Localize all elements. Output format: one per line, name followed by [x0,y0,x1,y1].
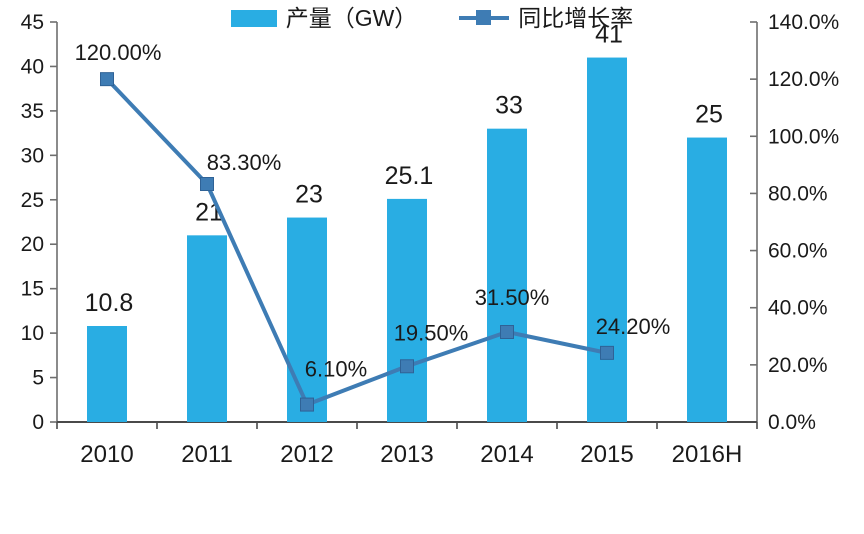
bar-2012 [287,217,327,422]
right-axis-tick-label: 20.0% [768,354,828,377]
left-axis-tick-label: 5 [32,367,44,390]
left-axis-tick-label: 40 [21,55,44,78]
bar-2013 [387,198,427,422]
x-axis-category-label: 2016H [672,441,743,468]
right-axis-tick-label: 80.0% [768,182,828,205]
right-axis-tick-label: 60.0% [768,240,828,263]
left-axis-tick-label: 20 [21,233,44,256]
bar-value-label: 25.1 [385,162,434,190]
legend: 产量（GW） 同比增长率 [0,0,864,36]
left-axis-tick-label: 10 [21,322,44,345]
right-axis-tick-label: 0.0% [768,411,816,434]
line-value-label: 31.50% [475,285,550,310]
right-axis-tick-label: 140.0% [768,11,839,34]
line-marker-2012 [300,397,314,412]
legend-item-production: 产量（GW） [230,4,418,31]
line-value-label: 19.50% [394,320,469,345]
bar-value-label: 41 [595,21,623,49]
left-axis-tick-label: 15 [21,278,44,301]
bar-value-label: 10.8 [85,289,134,317]
legend-item-growth-rate: 同比增长率 [459,4,634,31]
bar-value-label: 33 [495,92,523,120]
x-axis-category-label: 2012 [280,441,333,468]
bar-2016H [687,137,727,423]
x-axis-category-label: 2011 [181,441,233,468]
bar-swatch-icon [230,9,277,27]
line-value-label: 83.30% [207,150,282,175]
left-axis-tick-label: 0 [32,411,44,434]
right-axis-tick-label: 120.0% [768,68,839,91]
x-axis-category-label: 2013 [380,441,433,468]
bar-2010 [87,326,127,422]
left-axis-tick-label: 35 [21,100,44,123]
bar-2014 [487,128,527,422]
legend-label-production: 产量（GW） [285,4,418,31]
left-axis-tick-label: 45 [21,11,44,34]
line-marker-2013 [400,359,414,374]
right-axis-tick-label: 100.0% [768,125,839,148]
line-marker-2015 [600,345,614,360]
bar-value-label: 25 [695,101,723,129]
line-marker-2014 [500,325,514,339]
line-value-label: 120.00% [75,40,162,65]
bar-value-label: 23 [295,181,323,209]
right-axis-tick-label: 40.0% [768,297,828,320]
bar-2015 [587,57,627,423]
legend-label-growth-rate: 同比增长率 [518,4,634,31]
line-marker-2011 [200,177,214,191]
x-axis-category-label: 2010 [80,441,133,468]
growth-rate-line [105,77,608,407]
line-value-label: 6.10% [305,357,367,382]
line-value-label: 24.20% [596,314,671,339]
line-marker-swatch-icon [459,10,510,26]
x-axis-category-label: 2014 [480,441,533,468]
line-swatch-square [476,10,492,25]
line-marker-2010 [100,72,114,87]
left-axis-tick-label: 30 [21,144,44,167]
bar-2011 [187,235,227,422]
left-axis-tick-label: 25 [21,189,44,212]
x-axis-category-label: 2015 [580,441,633,468]
